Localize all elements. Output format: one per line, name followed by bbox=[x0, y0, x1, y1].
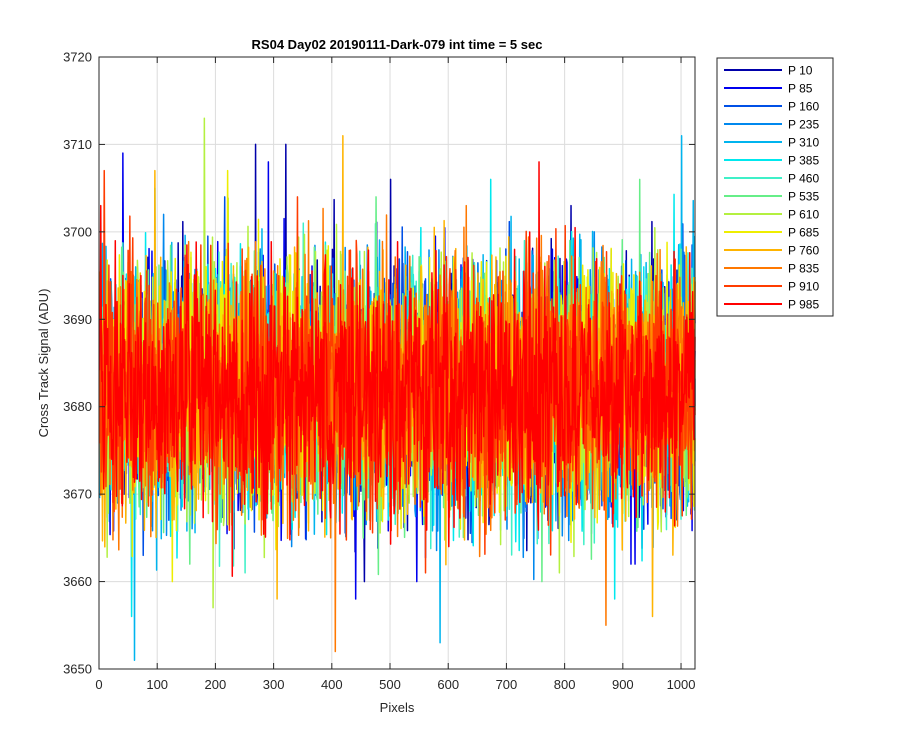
ticks: 0 100 200 300 400 500 600 700 800 900 1000 3650 3660… bbox=[63, 50, 695, 693]
legend-label: P 10 bbox=[788, 64, 813, 78]
legend-label: P 535 bbox=[788, 190, 819, 204]
legend-label: P 385 bbox=[788, 154, 819, 168]
y-tick-label: 3710 bbox=[63, 137, 92, 152]
x-axis-label: Pixels bbox=[380, 700, 415, 715]
legend-label: P 160 bbox=[788, 100, 819, 114]
legend: P 10 P 85 P 160 P 235 P 310 P 385 P 460 P 535 P … bbox=[716, 57, 834, 317]
legend-label: P 910 bbox=[788, 280, 819, 294]
x-tick-label: 1000 bbox=[667, 677, 696, 692]
x-tick-label: 300 bbox=[263, 677, 285, 692]
legend-label: P 460 bbox=[788, 172, 819, 186]
y-axis-label: Cross Track Signal (ADU) bbox=[36, 289, 51, 438]
legend-label: P 85 bbox=[788, 82, 813, 96]
x-tick-label: 900 bbox=[612, 677, 634, 692]
legend-label: P 235 bbox=[788, 118, 819, 132]
y-tick-label: 3700 bbox=[63, 224, 92, 239]
y-tick-label: 3720 bbox=[63, 50, 92, 65]
y-tick-label: 3660 bbox=[63, 574, 92, 589]
legend-label: P 610 bbox=[788, 208, 819, 222]
chart-title: RS04 Day02 20190111-Dark-079 int time = … bbox=[252, 37, 543, 52]
x-tick-label: 700 bbox=[496, 677, 518, 692]
y-tick-label: 3680 bbox=[63, 399, 92, 414]
y-tick-label: 3690 bbox=[63, 312, 92, 327]
legend-label: P 310 bbox=[788, 136, 819, 150]
plot-frame bbox=[98, 56, 696, 670]
x-tick-label: 500 bbox=[379, 677, 401, 692]
legend-label: P 685 bbox=[788, 226, 819, 240]
x-tick-label: 200 bbox=[205, 677, 227, 692]
legend-label: P 835 bbox=[788, 262, 819, 276]
y-tick-label: 3670 bbox=[63, 487, 92, 502]
legend-label: P 760 bbox=[788, 244, 819, 258]
x-tick-label: 100 bbox=[146, 677, 168, 692]
series-lines bbox=[98, 117, 696, 662]
x-tick-label: 400 bbox=[321, 677, 343, 692]
legend-label: P 985 bbox=[788, 298, 819, 312]
x-tick-label: 600 bbox=[437, 677, 459, 692]
x-tick-label: 0 bbox=[95, 677, 102, 692]
legend-box bbox=[716, 57, 834, 317]
series-line bbox=[98, 161, 696, 577]
y-tick-label: 3650 bbox=[63, 662, 92, 677]
x-tick-label: 800 bbox=[554, 677, 576, 692]
